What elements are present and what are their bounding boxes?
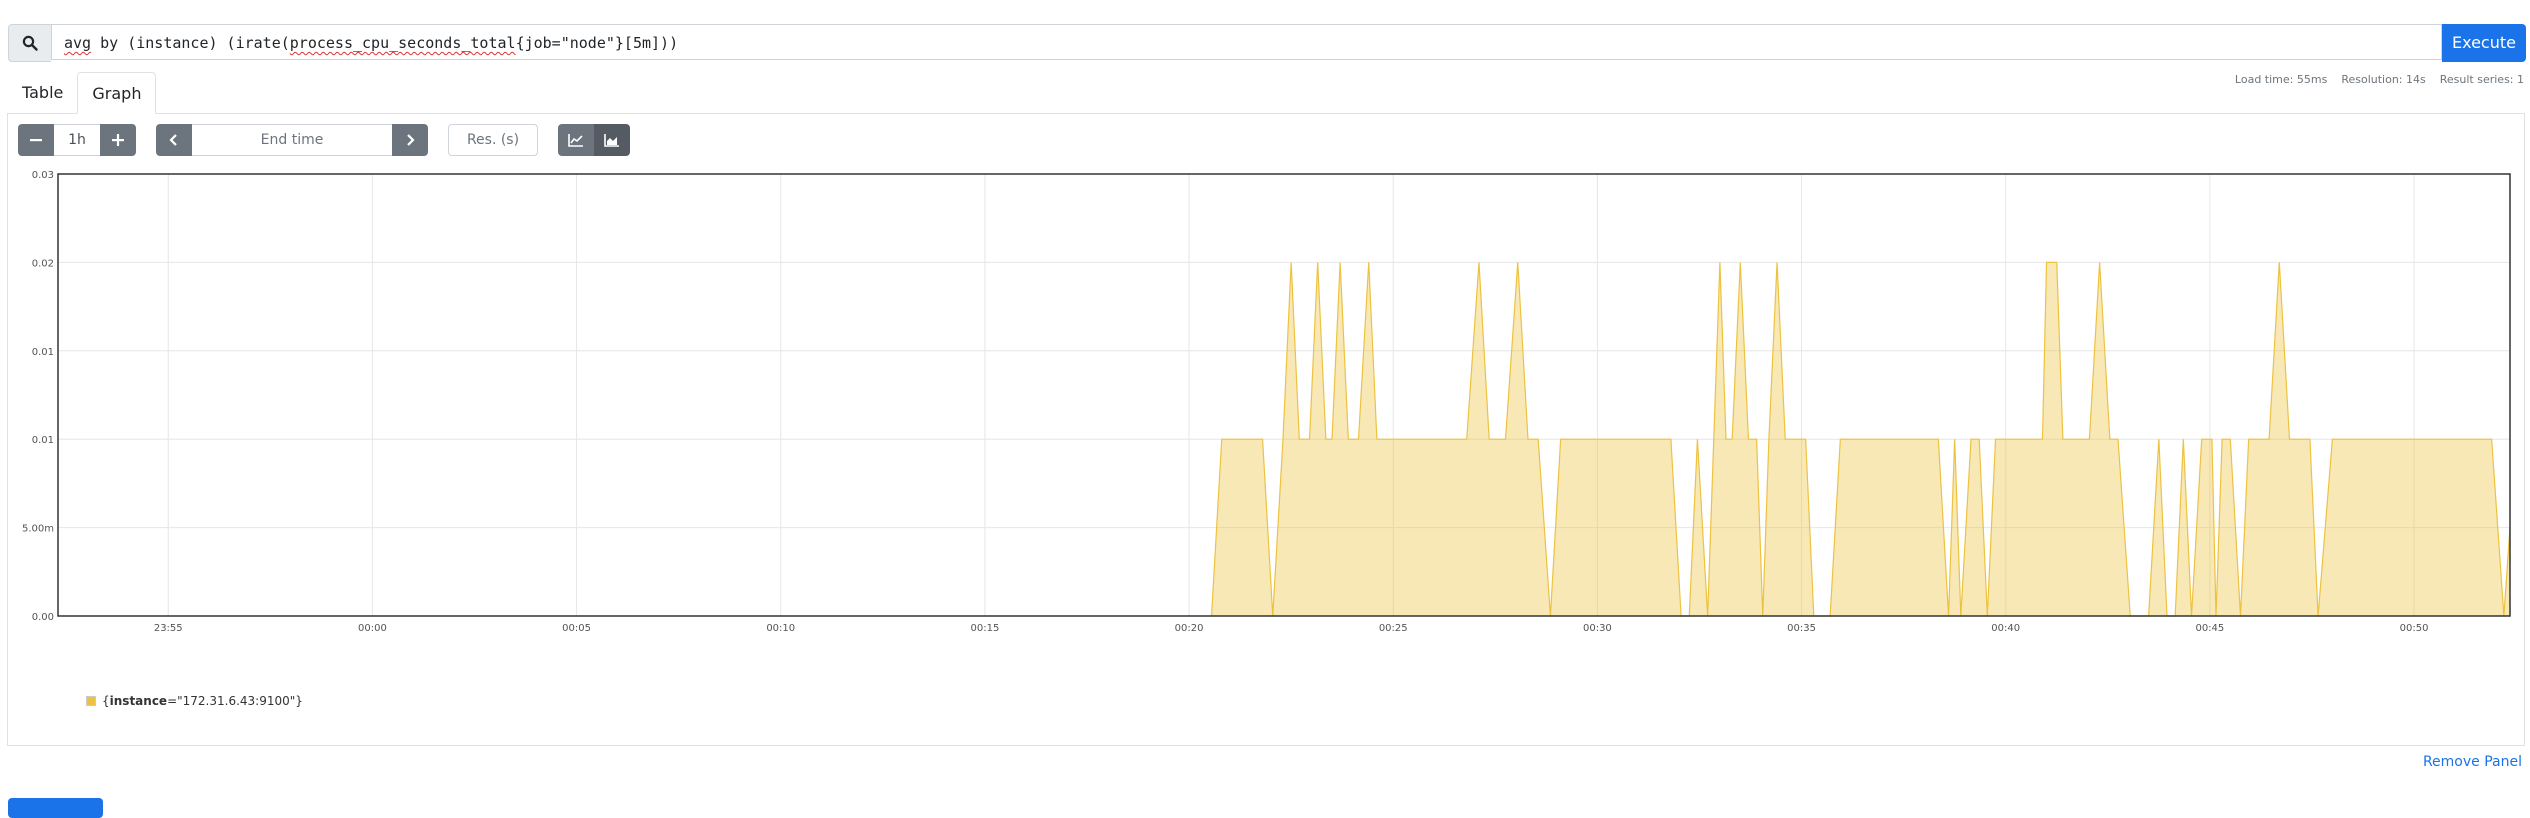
legend: {instance="172.31.6.43:9100"}: [86, 694, 303, 708]
x-tick-label: 00:05: [562, 623, 591, 634]
end-time-back-button[interactable]: [156, 124, 192, 156]
y-tick-label: 0.00: [32, 612, 54, 623]
query-stats: Load time: 55ms Resolution: 14s Result s…: [2235, 73, 2524, 86]
load-time: Load time: 55ms: [2234, 73, 2328, 86]
x-tick-label: 00:20: [1175, 623, 1204, 634]
area-chart-icon: [604, 134, 619, 147]
legend-label[interactable]: {instance="172.31.6.43:9100"}: [102, 694, 303, 708]
resolution-input[interactable]: Res. (s): [448, 124, 538, 156]
chevron-left-icon: [169, 134, 177, 146]
y-tick-label: 0.02: [32, 258, 54, 269]
x-tick-label: 00:10: [766, 623, 795, 634]
series-line: [1210, 261, 2511, 617]
x-tick-label: 00:15: [970, 623, 999, 634]
resolution: Resolution: 14s: [2341, 73, 2426, 86]
y-tick-label: 0.03: [32, 170, 54, 181]
x-tick-label: 00:00: [358, 623, 387, 634]
remove-panel-link[interactable]: Remove Panel: [2422, 754, 2522, 770]
add-panel-button[interactable]: [8, 798, 103, 818]
line-chart-button[interactable]: [558, 124, 594, 156]
x-tick-label: 00:35: [1787, 623, 1816, 634]
plot-border: [57, 173, 2511, 617]
graph-chart: 0.00 5.00m 0.01 0.01 0.02 0.03 23:55 00:00 00:05…: [22, 170, 2511, 634]
graph-controls: 1h End time Res. (s): [18, 124, 630, 156]
x-tick-label: 00:50: [2400, 623, 2429, 634]
expression-input[interactable]: avg by (instance) (irate(process_cpu_sec…: [51, 24, 2442, 60]
chevron-right-icon: [407, 134, 415, 146]
x-tick-label: 00:45: [2195, 623, 2224, 634]
increase-range-button[interactable]: [100, 124, 136, 156]
range-input[interactable]: 1h: [54, 124, 100, 156]
stacked-chart-button[interactable]: [594, 124, 630, 156]
minus-icon: [30, 139, 42, 142]
graph-panel: 1h End time Res. (s) 0.00 5.00m 0.01 0.01 0.…: [7, 113, 2525, 746]
x-tick-label: 00:25: [1379, 623, 1408, 634]
end-time-forward-button[interactable]: [392, 124, 428, 156]
tab-table[interactable]: Table: [22, 83, 64, 102]
execute-button[interactable]: Execute: [2442, 24, 2526, 62]
plus-icon: [112, 134, 124, 146]
decrease-range-button[interactable]: [18, 124, 54, 156]
end-time-input[interactable]: End time: [192, 124, 392, 156]
tab-graph[interactable]: Graph: [77, 72, 157, 114]
x-tick-label: 23:55: [154, 623, 183, 634]
panel-tabs: Table Graph: [8, 72, 157, 114]
y-tick-label: 0.01: [32, 347, 54, 358]
end-time-control: End time: [156, 124, 428, 156]
x-tick-label: 00:40: [1991, 623, 2020, 634]
line-chart-icon: [568, 134, 583, 147]
search-icon[interactable]: [8, 24, 51, 62]
result-series: Result series: 1: [2439, 73, 2524, 86]
x-tick-label: 00:30: [1583, 623, 1612, 634]
y-tick-label: 5.00m: [22, 524, 54, 535]
query-bar: avg by (instance) (irate(process_cpu_sec…: [8, 24, 2526, 62]
legend-swatch[interactable]: [86, 696, 96, 706]
range-control: 1h: [18, 124, 136, 156]
y-tick-label: 0.01: [32, 435, 54, 446]
chart-mode-toggle: [558, 124, 630, 156]
